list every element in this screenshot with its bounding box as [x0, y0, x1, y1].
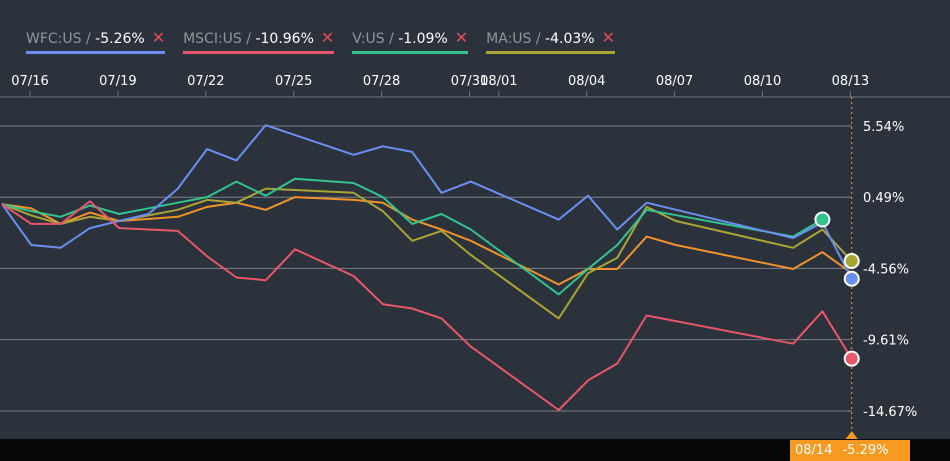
cursor-date: 08/14	[795, 443, 833, 458]
cursor-readout: 08/14 -5.29%	[790, 440, 910, 461]
legend-item-wfc[interactable]: WFC:US / -5.26% ✕	[26, 28, 166, 54]
legend-separator: /	[81, 31, 96, 47]
legend-change: -1.09%	[398, 31, 448, 47]
legend-separator: /	[384, 31, 399, 47]
legend-color-bar	[183, 51, 335, 54]
legend-color-bar	[486, 51, 615, 54]
series-line	[1, 187, 853, 320]
series-endpoint	[843, 252, 860, 269]
x-tick-label: 08/07	[656, 74, 693, 89]
y-tick-label: 5.54%	[863, 120, 904, 135]
legend-change: -4.03%	[545, 31, 595, 47]
close-icon[interactable]: ✕	[151, 28, 166, 47]
x-tick-label: 08/10	[744, 74, 781, 89]
x-tick-label: 08/01	[480, 74, 517, 89]
x-tick-label: 07/25	[275, 74, 312, 89]
legend-item-ma[interactable]: MA:US / -4.03% ✕	[486, 28, 615, 54]
legend-separator: /	[531, 31, 546, 47]
x-tick-label: 08/13	[832, 74, 869, 89]
y-tick-label: -4.56%	[863, 262, 909, 277]
close-icon[interactable]: ✕	[320, 28, 335, 47]
x-tick-label: 07/22	[187, 74, 224, 89]
legend-item-msci[interactable]: MSCI:US / -10.96% ✕	[183, 28, 335, 54]
close-icon[interactable]: ✕	[601, 28, 615, 47]
y-tick-label: 0.49%	[863, 191, 904, 206]
series-line	[1, 124, 853, 280]
series-line	[1, 196, 853, 286]
crosshair-marker	[845, 431, 858, 439]
x-tick-label: 07/19	[99, 74, 136, 89]
cursor-value: -5.29%	[842, 443, 889, 458]
legend-separator: /	[241, 31, 256, 47]
legend-change: -5.26%	[95, 31, 145, 47]
legend-symbol: MSCI:US	[183, 31, 242, 47]
series-line	[1, 200, 853, 411]
y-tick-label: -14.67%	[863, 405, 917, 420]
x-tick-label: 07/16	[11, 74, 48, 89]
legend: WFC:US / -5.26% ✕ MSCI:US / -10.96% ✕ V:US…	[26, 28, 633, 54]
legend-change: -10.96%	[255, 31, 314, 47]
series-endpoint	[843, 270, 860, 287]
legend-symbol: WFC:US	[26, 31, 82, 47]
series-endpoint	[814, 211, 831, 228]
legend-color-bar	[352, 51, 469, 54]
x-tick-label: 08/04	[568, 74, 605, 89]
series-line	[1, 177, 823, 296]
legend-symbol: V:US	[352, 31, 385, 47]
legend-color-bar	[26, 51, 166, 54]
legend-symbol: MA:US	[486, 31, 532, 47]
legend-item-v[interactable]: V:US / -1.09% ✕	[352, 28, 469, 54]
y-tick-label: -9.61%	[863, 334, 909, 349]
time-axis-footer	[0, 439, 950, 461]
close-icon[interactable]: ✕	[454, 28, 469, 47]
x-tick-label: 07/28	[363, 74, 400, 89]
series-endpoint	[843, 350, 860, 367]
x-tick-label: 07/31	[451, 74, 488, 89]
